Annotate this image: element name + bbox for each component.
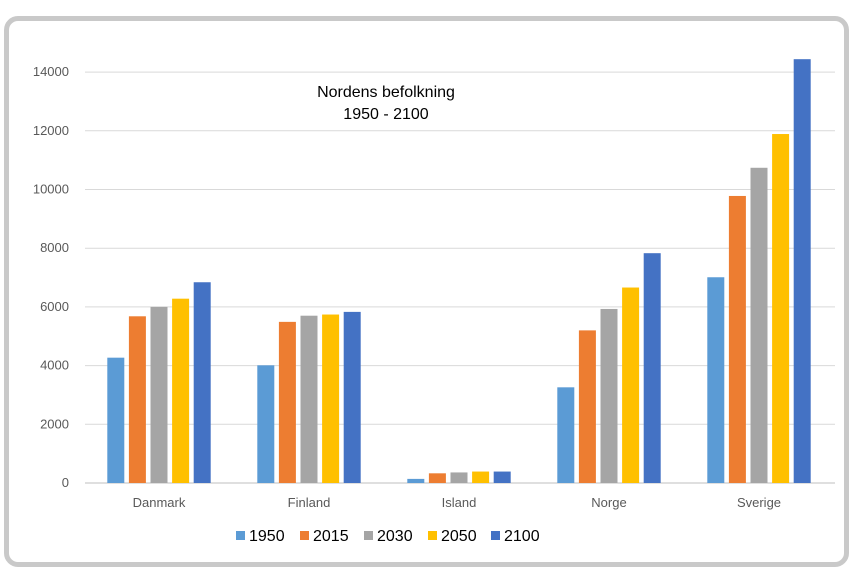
bar-danmark-1950: [107, 357, 125, 483]
y-axis-ticks: 0 2000 4000 6000 8000 10000 12000 14000: [33, 64, 69, 490]
y-tick-label: 14000: [33, 64, 69, 79]
bar-island-2100: [493, 471, 511, 483]
category-label: Danmark: [133, 495, 186, 510]
bar-norge-2030: [600, 308, 618, 483]
legend-label-2050: 2050: [441, 528, 477, 545]
category-label: Island: [442, 495, 477, 510]
bar-sverige-2030: [750, 167, 768, 483]
bar-norge-2100: [643, 253, 661, 483]
bar-finland-2015: [278, 321, 296, 483]
chart-subtitle: 1950 - 2100: [343, 106, 429, 123]
legend-swatch-1950: [236, 531, 245, 540]
bar-finland-2100: [343, 311, 361, 483]
bar-island-2030: [450, 472, 468, 483]
bar-norge-2050: [622, 287, 640, 483]
category-label: Finland: [288, 495, 331, 510]
category-label: Sverige: [737, 495, 781, 510]
bar-island-2015: [428, 473, 446, 483]
legend-swatch-2030: [364, 531, 373, 540]
bar-norge-1950: [557, 387, 575, 483]
category-label: Norge: [591, 495, 626, 510]
y-tick-label: 0: [62, 475, 69, 490]
legend-label-2100: 2100: [504, 528, 540, 545]
bar-sverige-2015: [728, 195, 746, 483]
bar-finland-2050: [322, 314, 340, 483]
bar-danmark-2100: [193, 282, 211, 483]
bar-sverige-2050: [772, 134, 790, 483]
y-tick-label: 8000: [40, 240, 69, 255]
bar-danmark-2050: [172, 298, 190, 483]
bar-finland-2030: [300, 315, 318, 483]
bar-island-1950: [407, 478, 425, 483]
legend-swatch-2050: [428, 531, 437, 540]
bars: [107, 59, 811, 483]
y-tick-label: 4000: [40, 358, 69, 373]
legend-label-2030: 2030: [377, 528, 413, 545]
legend-swatch-2015: [300, 531, 309, 540]
y-tick-label: 10000: [33, 182, 69, 197]
bar-island-2050: [472, 471, 490, 483]
y-tick-label: 2000: [40, 416, 69, 431]
bar-sverige-1950: [707, 277, 725, 483]
legend-label-2015: 2015: [313, 528, 349, 545]
legend: 1950 2015 2030 2050 2100: [236, 528, 540, 545]
chart-title: Nordens befolkning: [317, 84, 455, 101]
bar-danmark-2030: [150, 306, 168, 483]
y-tick-label: 12000: [33, 123, 69, 138]
bar-danmark-2015: [128, 316, 146, 483]
category-labels: Danmark Finland Island Norge Sverige: [133, 495, 781, 510]
legend-swatch-2100: [491, 531, 500, 540]
legend-label-1950: 1950: [249, 528, 285, 545]
bar-finland-1950: [257, 365, 275, 483]
bar-norge-2015: [578, 330, 596, 483]
bar-sverige-2100: [793, 59, 811, 483]
y-tick-label: 6000: [40, 299, 69, 314]
